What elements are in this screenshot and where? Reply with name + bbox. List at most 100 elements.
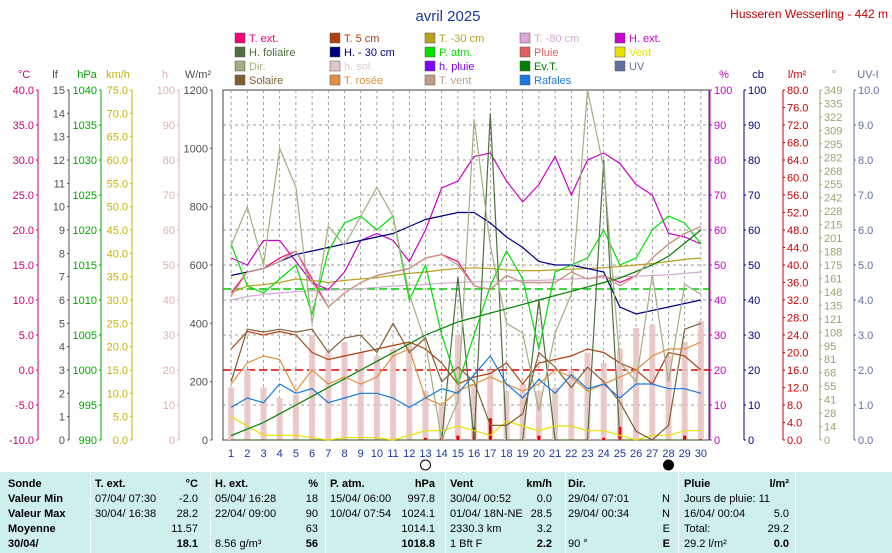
right-axis-3-tick: 255 (824, 179, 842, 191)
left-axis-3-tick: 10.0 (107, 388, 128, 400)
legend-swatch (234, 46, 246, 58)
right-axis-0-tick: 0 (714, 435, 720, 447)
right-axis-4-tick: 1.0 (858, 400, 873, 412)
summary-value: 0.0 (536, 493, 552, 505)
right-axis-3-tick: 188 (824, 247, 842, 259)
left-axis-5-tick: 1000 (184, 143, 208, 155)
right-axis-4-tick: 8.0 (858, 155, 873, 167)
left-axis-0-tick: 5.0 (19, 330, 34, 342)
left-axis-2-tick: 1040 (73, 85, 97, 97)
summary-header: l/m² (769, 478, 789, 490)
x-tick-label: 27 (646, 448, 658, 460)
legend-swatch (329, 32, 341, 44)
summary-value: 5.0 (773, 508, 789, 520)
right-axis-3-tick: 108 (824, 327, 842, 339)
x-tick-label: 1 (228, 448, 234, 460)
right-axis-2-tick: 64.0 (787, 155, 808, 167)
right-axis-1-tick: 0 (748, 435, 754, 447)
left-axis-0-tick: 20.0 (13, 225, 34, 237)
right-axis-3-tick: 148 (824, 287, 842, 299)
right-axis-3-tick: 28 (824, 408, 836, 420)
table-divider (678, 472, 679, 553)
series-line-Ev.T. (230, 229, 702, 437)
summary-value: 30/04/ 00:52 (450, 493, 512, 505)
legend-label: Rafales (534, 75, 572, 87)
table-divider (210, 472, 211, 553)
left-axis-2-tick: 1035 (73, 120, 97, 132)
x-tick-label: 15 (452, 448, 464, 460)
right-axis-0-tick: 40 (714, 295, 726, 307)
uv-bar (390, 349, 397, 440)
right-axis-4-tick: 10.0 (858, 85, 879, 97)
left-axis-3-tick: 60.0 (107, 155, 128, 167)
uv-bar (276, 398, 283, 440)
left-axis-2-tick: 1030 (73, 155, 97, 167)
left-axis-3-tick: 65.0 (107, 132, 128, 144)
summary-value: 1018.8 (401, 538, 435, 550)
uv-bar (487, 370, 494, 440)
right-axis-3-unit: ° (832, 69, 836, 81)
right-axis-2-unit: l/m² (788, 69, 807, 81)
legend-label: H. foliaire (249, 47, 295, 59)
legend-label: UV (629, 61, 645, 73)
left-axis-1-tick: 11 (54, 178, 65, 190)
legend-label: Solaire (249, 75, 283, 87)
x-tick-label: 12 (403, 448, 415, 460)
left-axis-3-tick: 5.0 (113, 412, 128, 424)
left-axis-3-tick: 0.0 (113, 435, 128, 447)
left-axis-2-tick: 990 (79, 435, 97, 447)
x-tick-label: 10 (371, 448, 383, 460)
summary-value: -2.0 (179, 493, 198, 505)
uv-bar (260, 387, 267, 440)
right-axis-3-tick: 322 (824, 112, 842, 124)
summary-value: 10/04/ 07:54 (330, 508, 392, 520)
series-line-T. ext. (230, 225, 702, 308)
right-axis-4-unit: UV-I (857, 69, 878, 81)
left-axis-5-tick: 200 (190, 377, 208, 389)
right-axis-4-tick: 4.0 (858, 295, 873, 307)
left-axis-3-tick: 25.0 (107, 318, 128, 330)
right-axis-3-tick: 68 (824, 368, 836, 380)
uv-bar (406, 342, 413, 440)
left-axis-0-tick: -5.0 (15, 400, 34, 412)
left-axis-5-unit: W/m² (185, 69, 212, 81)
x-tick-label: 29 (679, 448, 691, 460)
legend-label: Ev.T. (534, 61, 558, 73)
right-axis-2-tick: 0.0 (787, 435, 802, 447)
right-axis-2-tick: 80.0 (787, 85, 808, 97)
right-axis-1-unit: cb (752, 69, 764, 81)
uv-bar (697, 321, 704, 440)
left-axis-2-unit: hPa (77, 69, 97, 81)
right-axis-3-tick: 95 (824, 341, 836, 353)
series-line-H. ext. (230, 152, 702, 291)
right-axis-0-tick: 70 (714, 190, 726, 202)
left-axis-5-tick: 1200 (184, 85, 208, 97)
uv-bar (309, 335, 316, 440)
full-moon-icon (663, 459, 674, 471)
legend-swatch (329, 60, 341, 72)
left-axis-1-tick: 0 (59, 435, 65, 447)
legend-label: T. -80 cm (534, 33, 579, 45)
right-axis-3-tick: 295 (824, 139, 842, 151)
uv-bar (584, 352, 591, 440)
station-name: Husseren Wesserling - 442 m (730, 7, 888, 21)
x-tick-label: 22 (565, 448, 577, 460)
legend-swatch (234, 32, 246, 44)
legend-swatch (614, 32, 626, 44)
summary-value: 63 (305, 523, 318, 535)
left-axis-3-tick: 35.0 (107, 272, 128, 284)
summary-value: 2.2 (536, 538, 552, 550)
right-axis-2-tick: 24.0 (787, 330, 808, 342)
series-line-Solaire (230, 322, 702, 441)
uv-bar (292, 394, 299, 440)
right-axis-4-tick: 6.0 (858, 225, 873, 237)
summary-value: 3.2 (536, 523, 552, 535)
right-axis-1-tick: 100 (748, 85, 766, 97)
x-tick-label: 14 (436, 448, 448, 460)
summary-value: E (662, 538, 670, 550)
left-axis-1-tick: 5 (59, 318, 65, 330)
right-axis-4-tick: 9.0 (858, 120, 873, 132)
summary-row-label: 30/04/ (8, 538, 39, 550)
right-axis-1-tick: 70 (748, 190, 760, 202)
summary-value: 1024.1 (401, 508, 435, 520)
